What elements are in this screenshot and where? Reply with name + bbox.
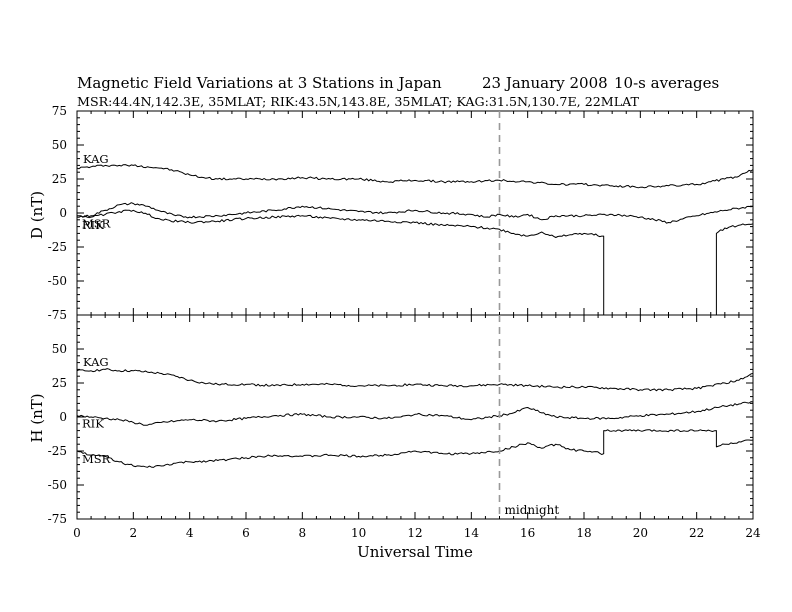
chart-averaging: 10-s averages bbox=[614, 74, 719, 92]
traces-layer bbox=[77, 164, 753, 468]
axes-layer bbox=[76, 110, 754, 520]
xtick-label: 2 bbox=[130, 526, 138, 540]
xtick-label: 18 bbox=[576, 526, 591, 540]
tick-labels-layer: 7550250-25-50-75KAGRIKMSR50250-25-50-750… bbox=[48, 104, 761, 540]
midnight-label: midnight bbox=[505, 503, 560, 517]
xtick-label: 22 bbox=[689, 526, 704, 540]
d-ytick-label: -50 bbox=[48, 274, 67, 288]
d-series-label-rik: RIK bbox=[82, 218, 104, 232]
xtick-label: 16 bbox=[520, 526, 535, 540]
h-ytick-label: -50 bbox=[48, 478, 67, 492]
h-series-rik bbox=[77, 401, 753, 426]
d-panel-frame bbox=[76, 110, 754, 316]
d-ytick-label: 0 bbox=[59, 206, 67, 220]
d-panel-ylabel: D (nT) bbox=[28, 191, 46, 239]
xtick-label: 24 bbox=[745, 526, 761, 540]
h-ytick-label: 0 bbox=[59, 410, 67, 424]
h-ytick-label: -25 bbox=[48, 444, 67, 458]
xtick-label: 10 bbox=[351, 526, 366, 540]
h-panel-frame bbox=[76, 314, 754, 520]
chart-subtitle: MSR:44.4N,142.3E, 35MLAT; RIK:43.5N,143.… bbox=[77, 94, 640, 109]
chart-title: Magnetic Field Variations at 3 Stations … bbox=[77, 74, 442, 92]
d-ytick-label: -25 bbox=[48, 240, 67, 254]
h-ytick-label: 50 bbox=[52, 342, 67, 356]
x-axis-label: Universal Time bbox=[357, 543, 473, 561]
h-series-label-rik: RIK bbox=[82, 417, 104, 431]
h-series-kag bbox=[77, 368, 753, 392]
xtick-label: 20 bbox=[633, 526, 648, 540]
h-series-label-msr: MSR bbox=[82, 452, 111, 466]
xtick-label: 12 bbox=[407, 526, 422, 540]
d-series-rik bbox=[77, 202, 753, 224]
chart-date: 23 January 2008 bbox=[482, 74, 608, 92]
xtick-label: 8 bbox=[299, 526, 307, 540]
h-panel-ylabel: H (nT) bbox=[28, 393, 46, 442]
h-ytick-label: -75 bbox=[48, 512, 67, 526]
xtick-label: 14 bbox=[464, 526, 480, 540]
d-ytick-label: 25 bbox=[52, 172, 67, 186]
d-ytick-label: 50 bbox=[52, 138, 67, 152]
d-series-label-msr: MSR bbox=[82, 217, 111, 231]
d-ytick-label: 75 bbox=[52, 104, 67, 118]
xtick-label: 0 bbox=[73, 526, 81, 540]
xtick-label: 4 bbox=[186, 526, 194, 540]
xtick-label: 6 bbox=[242, 526, 250, 540]
d-series-kag bbox=[77, 164, 753, 189]
d-ytick-label: -75 bbox=[48, 308, 67, 322]
h-series-msr bbox=[77, 429, 753, 468]
h-series-label-kag: KAG bbox=[83, 355, 109, 369]
d-series-msr bbox=[77, 209, 753, 315]
h-ytick-label: 25 bbox=[52, 376, 67, 390]
d-series-label-kag: KAG bbox=[83, 152, 109, 166]
